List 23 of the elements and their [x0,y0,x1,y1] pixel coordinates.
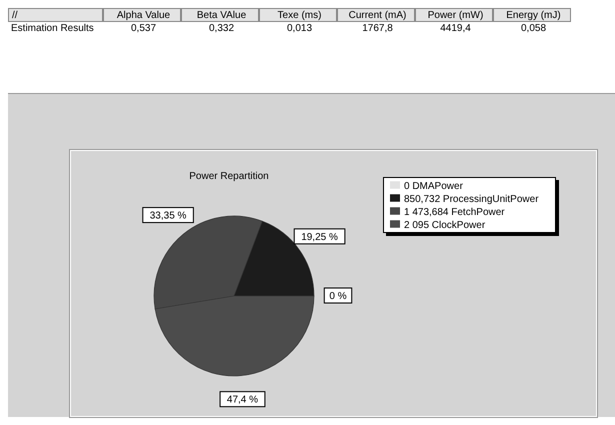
text: Energy (mJ) [493,8,571,22]
text: 0,058 [493,22,571,36]
text: Alpha Value [103,8,181,22]
text: 0,537 [103,22,181,36]
legend-label: 1 473,684 FetchPower [404,207,505,218]
text: 0,332 [181,22,259,36]
text: 0,013 [259,22,337,36]
text: 4419,4 [415,22,493,36]
text: // [8,8,103,22]
data-label: 47,4 % [226,394,258,406]
text: Power (mW) [415,8,493,22]
text: 1767,8 [337,22,415,36]
text: Estimation Results [8,22,103,36]
data-label: 33,35 % [150,210,187,222]
legend-label: 0 DMAPower [404,181,463,192]
text: Current (mA) [337,8,415,22]
data-label: 19,25 % [301,232,338,243]
chart-title: Power Repartition [188,171,270,182]
text: 0 % [329,291,347,302]
legend-label: 850,732 ProcessingUnitPower [404,194,539,205]
text: Texe (ms) [259,8,337,22]
legend-label: 2 095 ClockPower [404,220,486,231]
text: Beta VAlue [181,8,259,22]
